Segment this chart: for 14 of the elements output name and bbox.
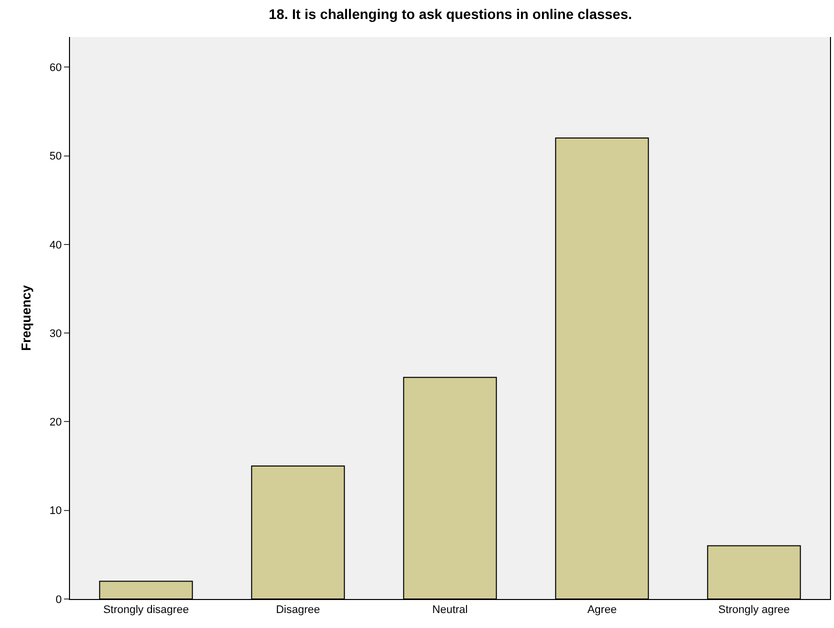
y-tick-label: 0 xyxy=(56,594,62,606)
y-tick-label: 30 xyxy=(50,328,62,340)
y-tick-label: 10 xyxy=(50,505,62,518)
x-tick-label: Neutral xyxy=(432,604,468,616)
x-tick-label: Agree xyxy=(587,604,617,616)
x-tick-label: Strongly agree xyxy=(718,604,790,616)
y-tick-label: 50 xyxy=(50,150,62,163)
y-axis-title: Frequency xyxy=(18,284,34,351)
y-tick-label: 60 xyxy=(50,62,62,74)
y-tick-label: 40 xyxy=(50,239,62,252)
x-tick-label: Strongly disagree xyxy=(103,604,189,616)
y-tick-label: 20 xyxy=(50,416,62,429)
chart-title: 18. It is challenging to ask questions in online classes. xyxy=(268,6,632,22)
x-tick-label: Disagree xyxy=(276,604,320,616)
